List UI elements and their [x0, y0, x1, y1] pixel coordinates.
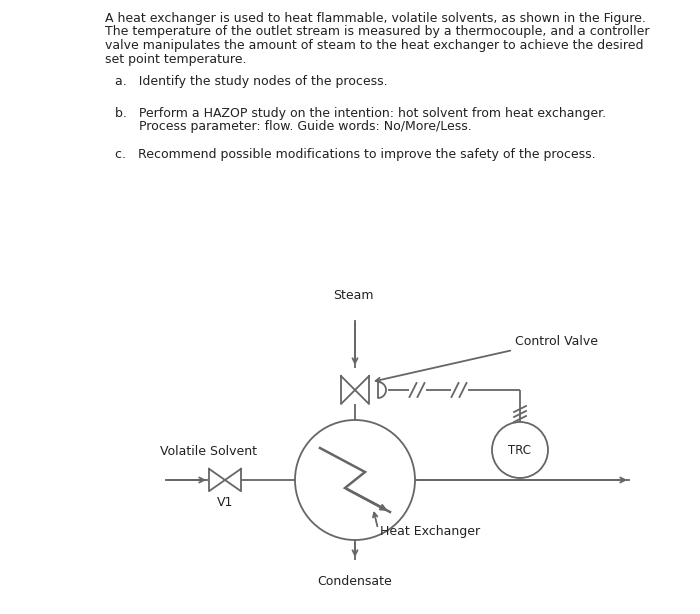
- Text: set point temperature.: set point temperature.: [105, 53, 246, 66]
- Text: Control Valve: Control Valve: [515, 335, 598, 348]
- Text: Steam: Steam: [332, 289, 373, 302]
- Polygon shape: [209, 469, 225, 491]
- Text: Process parameter: flow. Guide words: No/More/Less.: Process parameter: flow. Guide words: No…: [115, 120, 472, 133]
- Text: Heat Exchanger: Heat Exchanger: [380, 525, 480, 538]
- Text: TRC: TRC: [508, 443, 531, 456]
- Polygon shape: [355, 376, 369, 404]
- Text: Volatile Solvent: Volatile Solvent: [160, 445, 257, 458]
- Text: The temperature of the outlet stream is measured by a thermocouple, and a contro: The temperature of the outlet stream is …: [105, 26, 650, 39]
- Polygon shape: [225, 469, 241, 491]
- Text: V1: V1: [217, 496, 233, 509]
- Text: c.   Recommend possible modifications to improve the safety of the process.: c. Recommend possible modifications to i…: [115, 148, 596, 161]
- Text: a.   Identify the study nodes of the process.: a. Identify the study nodes of the proce…: [115, 74, 388, 88]
- Circle shape: [492, 422, 548, 478]
- Circle shape: [295, 420, 415, 540]
- Text: Condensate: Condensate: [318, 575, 393, 588]
- Text: A heat exchanger is used to heat flammable, volatile solvents, as shown in the F: A heat exchanger is used to heat flammab…: [105, 12, 646, 25]
- Text: valve manipulates the amount of steam to the heat exchanger to achieve the desir: valve manipulates the amount of steam to…: [105, 39, 643, 52]
- Polygon shape: [341, 376, 355, 404]
- Text: b.   Perform a HAZOP study on the intention: hot solvent from heat exchanger.: b. Perform a HAZOP study on the intentio…: [115, 106, 606, 120]
